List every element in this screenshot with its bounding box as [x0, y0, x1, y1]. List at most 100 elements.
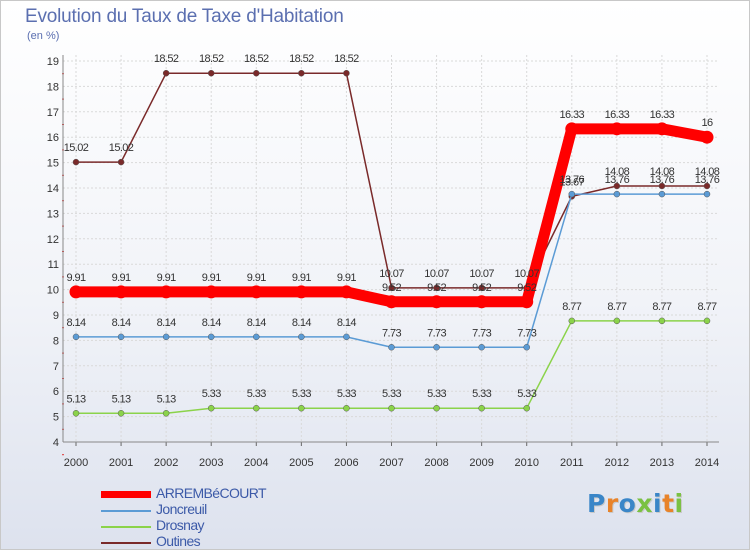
- data-point: [69, 285, 83, 299]
- data-label: 18.52: [199, 53, 224, 65]
- data-point: [72, 333, 80, 341]
- data-label: 8.14: [112, 317, 131, 329]
- data-point: [568, 317, 576, 325]
- data-label: 9.91: [292, 272, 311, 284]
- y-tick-label: 16: [47, 132, 59, 144]
- data-label: 8.77: [562, 301, 581, 313]
- legend-swatch: [101, 491, 151, 498]
- data-label: 7.73: [382, 327, 401, 339]
- y-tick-label: 13: [47, 208, 59, 220]
- data-point: [253, 404, 260, 412]
- data-label: 9.91: [66, 272, 85, 284]
- data-label: 13.76: [560, 174, 585, 186]
- x-tick-label: 2003: [199, 457, 223, 469]
- data-label: 15.02: [109, 142, 134, 154]
- x-tick-label: 2002: [154, 457, 178, 469]
- data-label: 10.07: [379, 268, 404, 280]
- data-label: 9.91: [202, 272, 221, 284]
- data-point: [162, 410, 170, 417]
- data-point: [117, 158, 125, 166]
- legend-label: ARREMBéCOURT: [156, 485, 267, 501]
- data-point: [207, 404, 215, 412]
- x-tick-label: 2012: [605, 457, 629, 469]
- x-tick-label: 2004: [244, 457, 268, 469]
- x-tick-label: 2006: [334, 457, 358, 469]
- legend-swatch: [101, 526, 151, 528]
- data-point: [159, 285, 173, 299]
- data-label: 8.14: [202, 317, 221, 329]
- data-point: [298, 333, 305, 341]
- data-label: 5.33: [292, 388, 311, 400]
- data-label: 8.14: [247, 317, 266, 329]
- data-label: 10.07: [469, 268, 494, 280]
- x-tick-label: 2010: [514, 457, 538, 469]
- data-point: [253, 69, 260, 77]
- data-label: 16.33: [560, 109, 585, 121]
- data-label: 8.77: [652, 301, 671, 313]
- data-label: 5.33: [472, 388, 491, 400]
- data-label: 13.76: [695, 174, 720, 186]
- data-point: [207, 333, 215, 341]
- data-label: 14.08: [695, 166, 720, 178]
- data-point: [613, 190, 621, 198]
- data-label: 14.08: [605, 166, 630, 178]
- data-point: [298, 69, 305, 77]
- x-tick-label: 2013: [650, 457, 674, 469]
- data-label: 5.33: [517, 388, 536, 400]
- data-label: 8.14: [292, 317, 311, 329]
- legend-swatch: [101, 510, 151, 512]
- legend-label: Outines: [156, 533, 201, 549]
- data-point: [475, 295, 489, 309]
- data-point: [294, 285, 308, 299]
- y-tick-label: 19: [47, 56, 59, 68]
- data-point: [162, 69, 170, 77]
- x-tick-label: 2014: [695, 457, 719, 469]
- data-label: 9.52: [382, 282, 401, 294]
- data-label: 9.91: [337, 272, 356, 284]
- data-point: [478, 404, 485, 412]
- data-label: 5.33: [247, 388, 266, 400]
- data-label: 9.52: [517, 282, 536, 294]
- data-label: 9.91: [157, 272, 176, 284]
- data-label: 13.67: [560, 176, 585, 188]
- data-label: 9.91: [247, 272, 266, 284]
- data-point: [565, 122, 579, 136]
- x-tick-label: 2007: [379, 457, 403, 469]
- data-label: 5.33: [337, 388, 356, 400]
- series-arrembecourt: [69, 122, 714, 309]
- x-tick-label: 2011: [560, 457, 584, 469]
- y-tick-label: 14: [47, 183, 59, 195]
- data-label: 10.07: [424, 268, 449, 280]
- data-point: [703, 182, 711, 190]
- data-point: [703, 190, 711, 198]
- data-label: 9.52: [472, 282, 491, 294]
- data-point: [613, 182, 621, 190]
- y-tick-label: 10: [47, 285, 59, 297]
- data-point: [72, 158, 80, 166]
- data-point: [343, 404, 350, 412]
- x-tick-label: 2009: [469, 457, 493, 469]
- y-tick-label: 6: [53, 386, 59, 398]
- chart-unit-label: (en %): [27, 30, 60, 42]
- data-point: [610, 122, 624, 136]
- data-label: 8.14: [66, 317, 85, 329]
- data-label: 10.07: [514, 268, 539, 280]
- data-point: [114, 285, 128, 299]
- data-label: 13.76: [605, 174, 630, 186]
- data-point: [253, 333, 260, 341]
- data-point: [523, 344, 530, 351]
- data-point: [433, 404, 440, 412]
- data-point: [204, 285, 218, 299]
- data-point: [478, 344, 485, 351]
- data-label: 5.33: [382, 388, 401, 400]
- data-label: 9.52: [427, 282, 446, 294]
- data-label: 18.52: [154, 53, 179, 65]
- data-point: [207, 69, 215, 77]
- data-label: 16.33: [650, 109, 675, 121]
- data-label: 5.13: [157, 393, 176, 405]
- legend-swatch: [101, 542, 151, 544]
- x-tick-label: 2008: [424, 457, 448, 469]
- data-point: [298, 404, 305, 412]
- data-label: 7.73: [517, 327, 536, 339]
